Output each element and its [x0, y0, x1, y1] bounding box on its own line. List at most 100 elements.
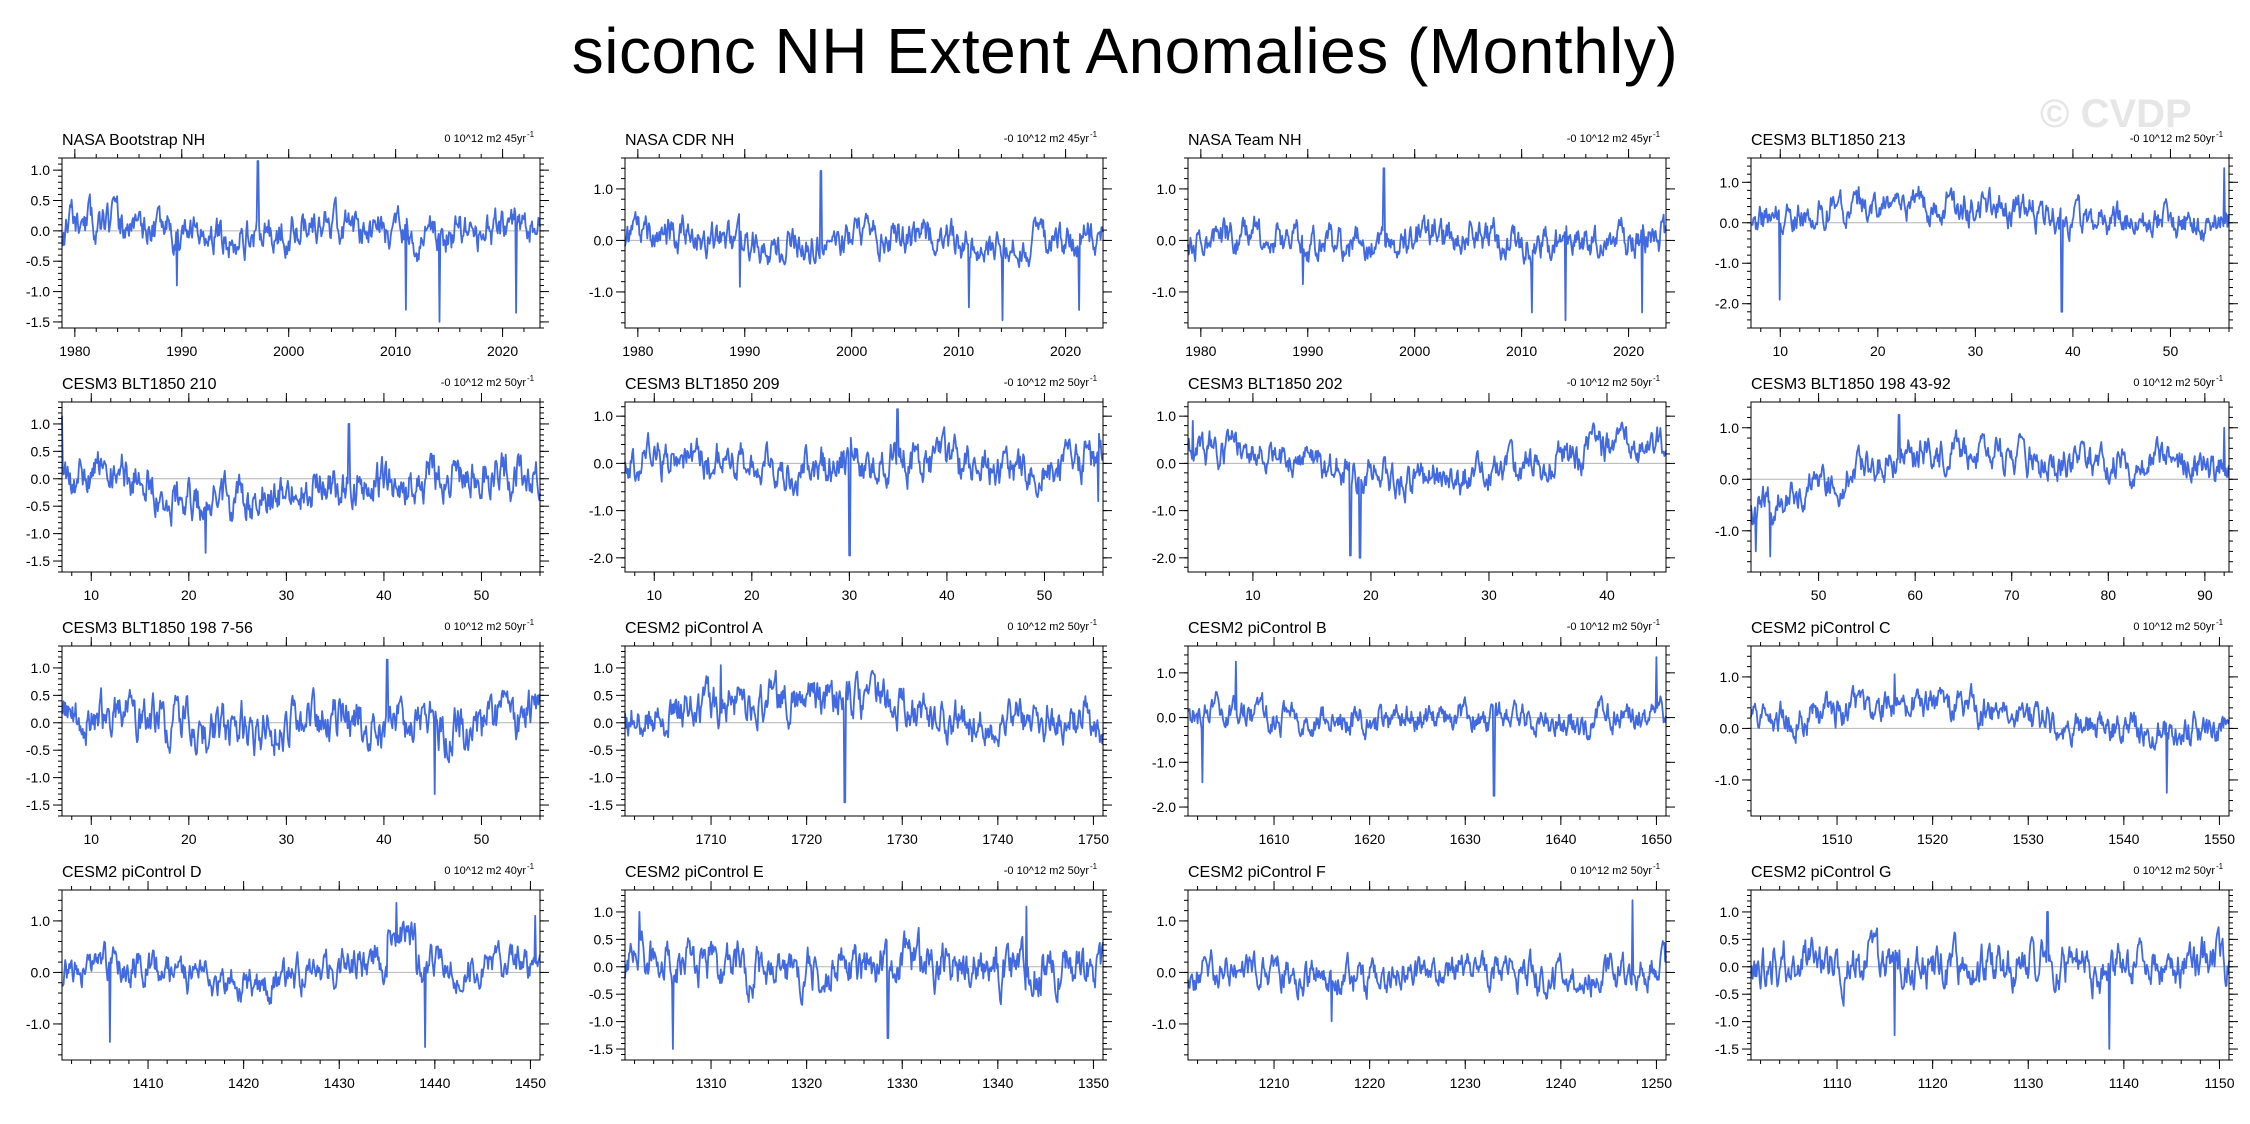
series-line [1187, 167, 1667, 322]
y-tick-label: 1.0 [31, 913, 51, 929]
x-tick-label: 1530 [2013, 831, 2044, 847]
y-tick-label: -1.5 [26, 553, 50, 569]
panel-trend-superscript: -1 [527, 862, 535, 871]
cvdp-watermark: © CVDP [2040, 92, 2192, 136]
plot-frame [61, 401, 541, 573]
x-tick-label: 1730 [887, 831, 918, 847]
plot-frame [61, 645, 541, 817]
x-tick-label: 1140 [2109, 1075, 2139, 1091]
x-tick-label: 1310 [695, 1075, 726, 1091]
x-tick-label: 1340 [982, 1075, 1013, 1091]
x-tick-label: 30 [842, 587, 858, 603]
x-tick-label: 1720 [791, 831, 822, 847]
y-tick-label: 1.0 [31, 416, 51, 432]
panel-title: CESM3 BLT1850 210 [62, 376, 217, 393]
chart-panel: NASA Team NH -0 10^12 m2 45yr -1 1980 1990 20… [1152, 130, 1675, 359]
y-tick-label: -0.5 [1715, 986, 1739, 1002]
y-tick-label: -1.0 [26, 770, 50, 786]
y-tick-label: -1.0 [589, 770, 613, 786]
panel-title: CESM3 BLT1850 198 7-56 [62, 620, 253, 637]
y-tick-label: 0.0 [594, 232, 614, 248]
series-line [61, 415, 541, 554]
x-tick-label: 1510 [1821, 831, 1852, 847]
panel-title: CESM2 piControl F [1188, 864, 1326, 881]
x-tick-label: 1350 [1078, 1075, 1109, 1091]
x-tick-label: 2000 [273, 343, 304, 359]
chart-panel: NASA Bootstrap NH 0 10^12 m2 45yr -1 1980 19… [26, 130, 549, 359]
x-tick-label: 30 [1968, 343, 1984, 359]
y-tick-label: 0.0 [594, 959, 614, 975]
chart-panel: CESM3 BLT1850 202 -0 10^12 m2 50yr -1 10 20 3… [1152, 374, 1675, 603]
plot-frame [1187, 401, 1667, 573]
panel-trend-superscript: -1 [2216, 130, 2224, 139]
x-tick-label: 1990 [1292, 343, 1323, 359]
x-tick-label: 1650 [1641, 831, 1672, 847]
y-tick-label: -0.5 [26, 742, 50, 758]
y-tick-label: 1.0 [1720, 669, 1740, 685]
x-tick-label: 1330 [887, 1075, 918, 1091]
y-tick-label: -1.5 [589, 797, 613, 813]
chart-panel: CESM3 BLT1850 198 43-92 0 10^12 m2 50yr -1… [1715, 374, 2238, 603]
panel-trend-label: -0 10^12 m2 45yr [1004, 133, 1090, 145]
y-tick-label: -1.0 [1715, 1014, 1739, 1030]
x-tick-label: 20 [1363, 587, 1379, 603]
y-tick-label: 0.0 [594, 715, 614, 731]
y-tick-label: -0.5 [589, 742, 613, 758]
plot-frame [1187, 157, 1667, 329]
x-tick-label: 40 [939, 587, 955, 603]
y-tick-label: 1.0 [1720, 904, 1740, 920]
panel-trend-superscript: -1 [1090, 130, 1098, 139]
x-tick-label: 1420 [228, 1075, 259, 1091]
y-tick-label: 1.0 [1157, 913, 1177, 929]
panel-trend-label: -0 10^12 m2 50yr [1567, 377, 1653, 389]
panel-trend-superscript: -1 [2216, 862, 2224, 871]
y-tick-label: 0.0 [1720, 720, 1740, 736]
plot-frame [1750, 889, 2230, 1061]
y-tick-label: 0.5 [31, 443, 51, 459]
plot-frame [624, 401, 1104, 573]
panel-title: CESM2 piControl B [1188, 620, 1327, 637]
panel-title: NASA Team NH [1188, 132, 1302, 149]
y-tick-label: 0.5 [594, 931, 614, 947]
x-tick-label: 80 [2101, 587, 2117, 603]
x-tick-label: 2020 [1613, 343, 1644, 359]
panel-title: CESM2 piControl D [62, 864, 202, 881]
y-tick-label: 0.0 [1157, 232, 1177, 248]
y-tick-label: 1.0 [594, 181, 614, 197]
panel-trend-label: -0 10^12 m2 50yr [1004, 377, 1090, 389]
panel-trend-superscript: -1 [1090, 862, 1098, 871]
series-line [1187, 419, 1667, 559]
series-line [1750, 911, 2230, 1050]
y-tick-label: 0.0 [1720, 215, 1740, 231]
x-tick-label: 1320 [791, 1075, 822, 1091]
x-tick-label: 1110 [1823, 1075, 1852, 1091]
panel-trend-label: -0 10^12 m2 50yr [441, 377, 527, 389]
x-tick-label: 1240 [1545, 1075, 1576, 1091]
panel-trend-superscript: -1 [1653, 374, 1661, 383]
chart-panel: CESM2 piControl F 0 10^12 m2 50yr -1 1210 12… [1152, 862, 1675, 1091]
series-line [1750, 413, 2230, 558]
plot-frame [1750, 157, 2230, 329]
y-tick-label: 0.5 [1720, 931, 1740, 947]
panel-trend-superscript: -1 [527, 618, 535, 627]
x-tick-label: 20 [1870, 343, 1886, 359]
panel-title: CESM2 piControl E [625, 864, 764, 881]
y-tick-label: 1.0 [594, 408, 614, 424]
x-tick-label: 1210 [1258, 1075, 1289, 1091]
x-tick-label: 90 [2197, 587, 2213, 603]
y-tick-label: -1.0 [1715, 255, 1739, 271]
y-tick-label: -1.0 [1152, 1016, 1176, 1032]
panel-trend-label: 0 10^12 m2 45yr [444, 133, 526, 145]
y-tick-label: -1.0 [1152, 284, 1176, 300]
y-tick-label: 0.0 [1157, 964, 1177, 980]
x-tick-label: 2000 [1399, 343, 1430, 359]
y-tick-label: -1.0 [589, 503, 613, 519]
x-tick-label: 20 [744, 587, 760, 603]
panel-trend-label: 0 10^12 m2 40yr [444, 865, 526, 877]
y-tick-label: -2.0 [1152, 799, 1176, 815]
x-tick-label: 1610 [1258, 831, 1289, 847]
x-tick-label: 10 [83, 831, 99, 847]
panel-title: CESM2 piControl A [625, 620, 763, 637]
x-tick-label: 20 [181, 831, 197, 847]
y-tick-label: 1.0 [31, 660, 51, 676]
